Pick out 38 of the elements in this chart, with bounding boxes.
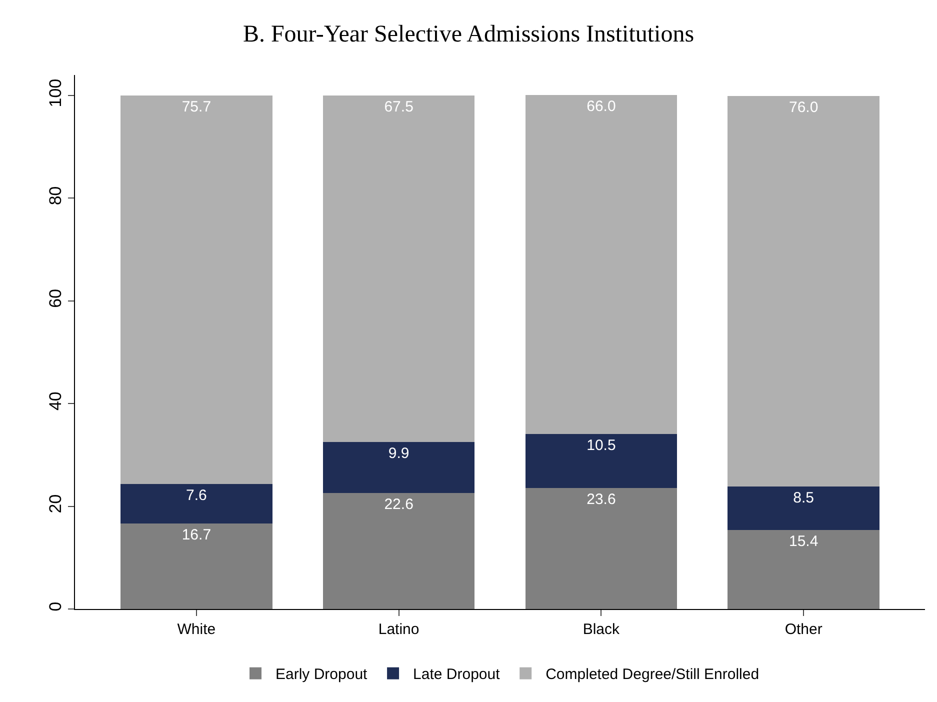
x-tick-label: Other bbox=[784, 621, 822, 638]
bar bbox=[728, 530, 880, 609]
x-tick-label: White bbox=[177, 621, 216, 638]
y-tick-label: 80 bbox=[46, 186, 66, 206]
data-label: 23.6 bbox=[586, 490, 616, 508]
data-label: 75.7 bbox=[182, 98, 212, 116]
data-label: 7.6 bbox=[186, 487, 207, 504]
x-tick-label: Black bbox=[582, 621, 620, 638]
data-label: 9.9 bbox=[388, 445, 410, 462]
legend-label: Late Dropout bbox=[413, 666, 501, 684]
y-tick-label: 40 bbox=[46, 392, 66, 411]
y-tick-label: 100 bbox=[46, 78, 66, 108]
bar bbox=[120, 523, 272, 609]
y-tick-label: 0 bbox=[46, 602, 66, 612]
bar bbox=[322, 96, 475, 442]
bar bbox=[525, 434, 678, 488]
y-tick-label: 60 bbox=[46, 288, 66, 308]
x-tick-label: Latino bbox=[378, 621, 420, 638]
data-label: 76.0 bbox=[788, 99, 818, 116]
data-label: 8.5 bbox=[793, 489, 814, 506]
bar bbox=[728, 96, 880, 486]
bar bbox=[322, 492, 475, 609]
legend-label: Completed Degree/Still Enrolled bbox=[546, 666, 760, 684]
legend-label: Early Dropout bbox=[276, 666, 368, 684]
y-tick-label: 20 bbox=[46, 494, 66, 514]
data-label: 10.5 bbox=[586, 436, 616, 454]
chart-title: B. Four-Year Selective Admissions Institutions bbox=[242, 21, 694, 48]
data-label: 16.7 bbox=[182, 526, 212, 544]
bar bbox=[322, 442, 475, 493]
bar bbox=[120, 96, 272, 484]
data-label: 22.6 bbox=[384, 496, 414, 513]
data-label: 67.5 bbox=[384, 98, 414, 116]
bar bbox=[525, 488, 678, 609]
bar bbox=[120, 484, 272, 524]
bar bbox=[525, 95, 678, 434]
data-label: 15.4 bbox=[788, 532, 818, 550]
bar bbox=[728, 486, 880, 530]
data-label: 66.0 bbox=[586, 98, 616, 116]
